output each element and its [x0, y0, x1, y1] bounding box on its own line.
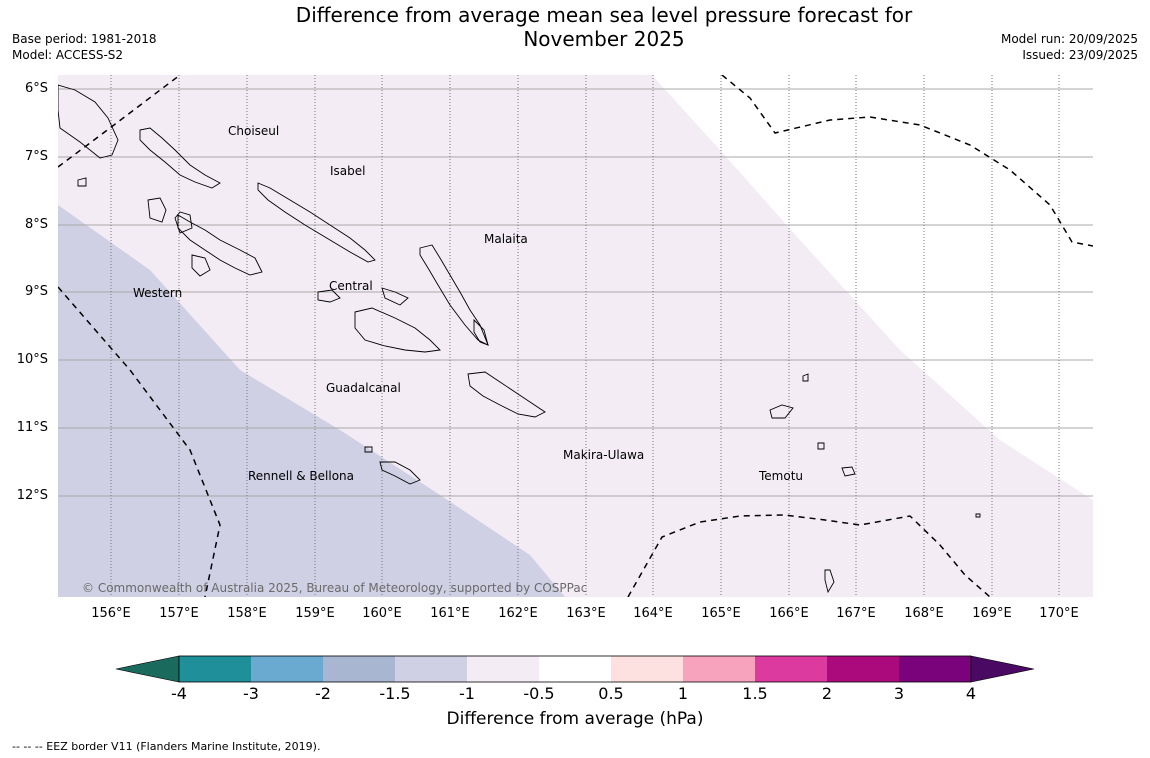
- issued-date: Issued: 23/09/2025: [1022, 48, 1138, 62]
- lon-label: 170°E: [1039, 606, 1079, 621]
- colorbar-swatch: [539, 656, 611, 682]
- colorbar-tick-label: -2: [315, 684, 331, 703]
- lat-gridlines: [58, 88, 1093, 497]
- lat-label: 9°S: [24, 284, 48, 299]
- island-florida: [317, 289, 341, 303]
- island-bellona: [364, 446, 373, 453]
- place-labels: Choiseul Isabel Malaita Western Central …: [133, 124, 803, 483]
- base-period: Base period: 1981-2018: [12, 32, 157, 46]
- eez-borders: [58, 75, 1093, 597]
- colorbar-tick-label: 2: [821, 684, 833, 703]
- colorbar-tick-label: -1.5: [379, 684, 411, 703]
- island-small-malaita: [473, 318, 489, 346]
- place-central: Central: [329, 279, 373, 293]
- eez-footnote: -- -- -- EEZ border V11 (Flanders Marine…: [12, 740, 321, 753]
- colorbar-tick-label: 1.5: [742, 684, 768, 703]
- island-isabel: [257, 182, 376, 263]
- colorbar-title: Difference from average (hPa): [446, 709, 704, 729]
- lon-label: 165°E: [701, 606, 741, 621]
- colorbar-tick-label: -4: [171, 684, 187, 703]
- lon-label: 157°E: [159, 606, 199, 621]
- lon-label: 158°E: [227, 606, 267, 621]
- colorbar-swatch: [179, 656, 251, 682]
- place-makira-ulawa: Makira-Ulawa: [563, 448, 644, 462]
- lat-label: 6°S: [24, 81, 48, 96]
- island-tikopia: [817, 442, 825, 450]
- island-rennell: [379, 461, 421, 485]
- colorbar-arrow-high: [970, 655, 1035, 683]
- title-line-2: November 2025: [523, 27, 685, 51]
- island-russell: [381, 287, 409, 306]
- colorbar-swatch: [611, 656, 683, 682]
- lon-label: 168°E: [904, 606, 944, 621]
- lon-label: 167°E: [836, 606, 876, 621]
- island-santa-cruz: [769, 404, 794, 419]
- colorbar-tick-label: -1: [459, 684, 475, 703]
- colorbar-swatch: [899, 656, 971, 682]
- place-isabel: Isabel: [330, 164, 365, 178]
- island-reef: [802, 373, 809, 382]
- lat-label: 7°S: [24, 149, 48, 164]
- anomaly-region-mid: [58, 205, 565, 597]
- island-fataka: [975, 513, 981, 518]
- place-western: Western: [133, 286, 182, 300]
- lon-label: 163°E: [566, 606, 606, 621]
- model-name: Model: ACCESS-S2: [12, 48, 124, 62]
- lon-gridlines: [110, 75, 1060, 597]
- island-anuta: [824, 569, 835, 594]
- lat-label: 8°S: [24, 217, 48, 232]
- lon-label: 161°E: [430, 606, 470, 621]
- place-guadalcanal: Guadalcanal: [326, 381, 401, 395]
- lon-label: 166°E: [769, 606, 809, 621]
- lat-label: 12°S: [16, 488, 48, 503]
- meta-left: Base period: 1981-2018 Model: ACCESS-S2: [12, 31, 157, 63]
- island-rendova: [191, 254, 211, 277]
- colorbar-swatch: [467, 656, 539, 682]
- map-title: Difference from average mean sea level p…: [0, 3, 1150, 51]
- island-shortland: [77, 177, 87, 187]
- colorbar-swatch: [683, 656, 755, 682]
- meta-right: Model run: 20/09/2025 Issued: 23/09/2025: [1001, 31, 1138, 63]
- copyright-notice: © Commonwealth of Australia 2025, Bureau…: [82, 581, 587, 595]
- colorbar-tick-label: 4: [965, 684, 977, 703]
- colorbar-tick-label: 1: [677, 684, 689, 703]
- colorbar-swatch: [755, 656, 827, 682]
- lon-label: 159°E: [295, 606, 335, 621]
- place-rennell-bellona: Rennell & Bellona: [248, 469, 354, 483]
- island-vella-lavella: [147, 197, 167, 223]
- island-guadalcanal: [354, 307, 441, 353]
- colorbar-swatch: [827, 656, 899, 682]
- island-vanikoro: [841, 466, 856, 477]
- colorbar-swatch: [323, 656, 395, 682]
- lon-label: 164°E: [633, 606, 673, 621]
- island-choiseul: [139, 127, 221, 189]
- colorbar-frame: [178, 655, 972, 683]
- colorbar-swatch: [251, 656, 323, 682]
- place-choiseul: Choiseul: [228, 124, 279, 138]
- lon-label: 156°E: [91, 606, 131, 621]
- colorbar-swatch: [395, 656, 467, 682]
- model-run: Model run: 20/09/2025: [1000, 32, 1138, 46]
- colorbar: [115, 655, 1035, 683]
- lat-label: 10°S: [16, 352, 48, 367]
- islands: [58, 84, 981, 594]
- colorbar-tick-label: -0.5: [523, 684, 555, 703]
- island-treasury: [174, 211, 193, 234]
- lon-label: 169°E: [972, 606, 1012, 621]
- lon-label: 162°E: [498, 606, 538, 621]
- colorbar-tick-label: 0.5: [598, 684, 624, 703]
- lat-label: 11°S: [16, 420, 48, 435]
- island-new-georgia: [177, 214, 263, 276]
- colorbar-tick-label: 3: [893, 684, 905, 703]
- island-makira: [467, 371, 546, 418]
- title-line-1: Difference from average mean sea level p…: [295, 3, 913, 27]
- place-temotu: Temotu: [758, 469, 803, 483]
- island-bougainville: [58, 84, 119, 159]
- lon-label: 160°E: [362, 606, 402, 621]
- colorbar-arrow-low: [115, 655, 180, 683]
- colorbar-tick-label: -3: [243, 684, 259, 703]
- place-malaita: Malaita: [484, 232, 528, 246]
